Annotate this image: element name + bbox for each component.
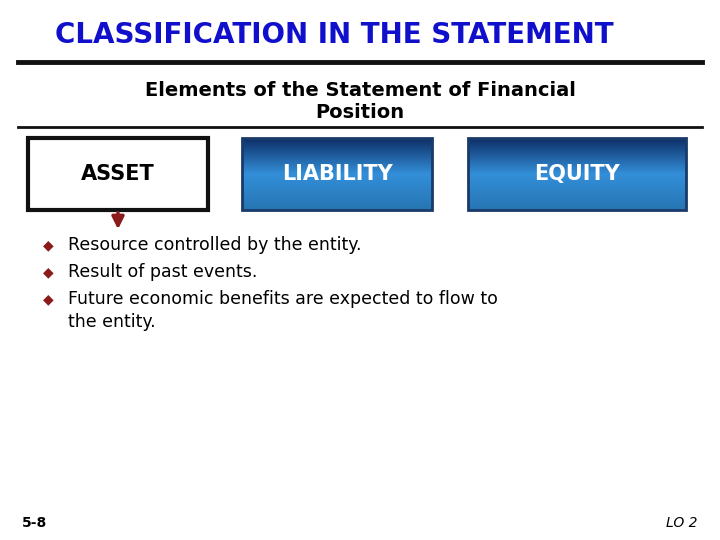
- Text: ASSET: ASSET: [81, 164, 155, 184]
- Text: Future economic benefits are expected to flow to: Future economic benefits are expected to…: [68, 290, 498, 308]
- Text: ◆: ◆: [42, 292, 53, 306]
- Text: ◆: ◆: [42, 238, 53, 252]
- Text: the entity.: the entity.: [68, 313, 156, 331]
- Text: 5-8: 5-8: [22, 516, 48, 530]
- Text: EQUITY: EQUITY: [534, 164, 620, 184]
- Bar: [28, 138, 208, 210]
- Text: ◆: ◆: [42, 265, 53, 279]
- Text: Result of past events.: Result of past events.: [68, 263, 257, 281]
- Bar: [468, 138, 686, 210]
- Text: LIABILITY: LIABILITY: [282, 164, 392, 184]
- Text: Position: Position: [315, 103, 405, 122]
- Text: Elements of the Statement of Financial: Elements of the Statement of Financial: [145, 80, 575, 99]
- Bar: [242, 138, 432, 210]
- Text: Resource controlled by the entity.: Resource controlled by the entity.: [68, 236, 361, 254]
- Text: CLASSIFICATION IN THE STATEMENT: CLASSIFICATION IN THE STATEMENT: [55, 21, 613, 49]
- Text: LO 2: LO 2: [667, 516, 698, 530]
